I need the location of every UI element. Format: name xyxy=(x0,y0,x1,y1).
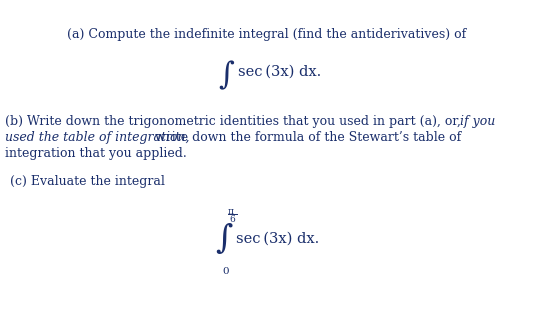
Text: integration that you applied.: integration that you applied. xyxy=(5,147,187,160)
Text: if you: if you xyxy=(460,115,495,128)
Text: sec (3x) dx.: sec (3x) dx. xyxy=(238,65,321,79)
Text: (b) Write down the trigonometric identities that you used in part (a), or,: (b) Write down the trigonometric identit… xyxy=(5,115,465,128)
Text: 0: 0 xyxy=(222,267,229,276)
Text: sec (3x) dx.: sec (3x) dx. xyxy=(236,232,319,246)
Text: (c) Evaluate the integral: (c) Evaluate the integral xyxy=(10,175,165,188)
Text: used the table of integration,: used the table of integration, xyxy=(5,131,190,144)
Text: ∫: ∫ xyxy=(218,60,234,91)
Text: (a) Compute the indefinite integral (find the antiderivatives) of: (a) Compute the indefinite integral (fin… xyxy=(67,28,467,41)
Text: write down the formula of the Stewart’s table of: write down the formula of the Stewart’s … xyxy=(151,131,461,144)
Text: 6: 6 xyxy=(229,215,235,224)
Text: ∫: ∫ xyxy=(215,223,233,255)
Text: π: π xyxy=(228,207,234,216)
